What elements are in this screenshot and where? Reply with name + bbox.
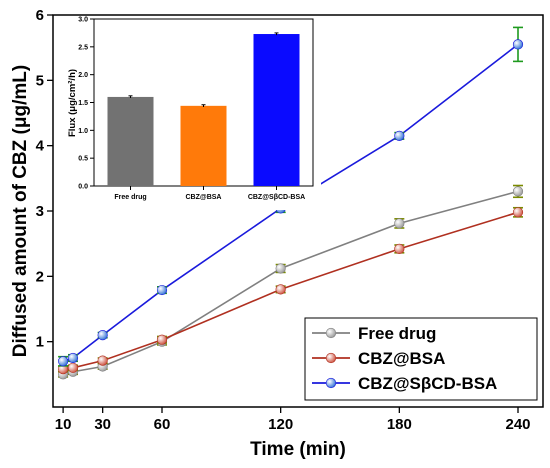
inset-bar	[180, 105, 227, 186]
data-point	[512, 207, 524, 218]
y-tick-label: 4	[36, 138, 45, 155]
y-tick-label: 1	[36, 334, 44, 351]
data-point	[275, 263, 286, 274]
inset-y-tick-label: 3.0	[78, 17, 88, 24]
x-tick-label: 60	[154, 416, 171, 433]
x-axis-label: Time (min)	[250, 439, 346, 460]
inset-y-tick-label: 1.0	[78, 128, 88, 135]
inset-y-axis-label: Flux (μg/cm²/h)	[67, 69, 78, 137]
x-tick-label: 120	[268, 416, 293, 433]
inset-bar	[107, 96, 154, 186]
data-point	[394, 243, 405, 254]
inset-x-tick-label: Free drug	[114, 194, 146, 201]
data-point	[512, 39, 524, 50]
data-point	[156, 284, 168, 296]
data-point	[275, 284, 286, 295]
x-tick-label: 240	[505, 416, 530, 433]
y-tick-label: 2	[36, 268, 44, 285]
legend: Free drug CBZ@BSA CBZ@SβCD-BSA	[312, 324, 497, 393]
inset-bar-group: Free drug CBZ@BSA CBZ@SβCD-BSA	[107, 32, 305, 201]
inset-x-tick-label: CBZ@BSA	[186, 194, 222, 201]
y-axis-label: Diffused amount of CBZ (μg/mL)	[10, 65, 31, 357]
legend-label: CBZ@BSA	[358, 349, 445, 368]
legend-marker	[325, 352, 337, 364]
inset-axis-ticks: 0.0 0.5 1.0 1.5 2.0 2.5 3.0	[78, 17, 94, 191]
data-point	[156, 334, 168, 345]
data-point	[394, 130, 405, 141]
data-point	[58, 356, 69, 367]
legend-marker	[325, 377, 337, 389]
y-tick-label: 5	[36, 72, 44, 89]
inset-y-tick-label: 2.0	[78, 72, 88, 79]
data-point	[97, 330, 108, 341]
legend-box	[304, 317, 538, 401]
inset-y-tick-label: 1.5	[78, 100, 88, 107]
main-axis-ticks: 10 30 60 120 180 240 1 2 3 4 5 6	[36, 7, 531, 433]
inset-y-tick-label: 0.5	[78, 156, 88, 163]
inset-bar	[253, 34, 300, 186]
legend-marker	[325, 327, 337, 339]
data-point	[97, 355, 108, 366]
x-tick-label: 30	[94, 416, 111, 433]
legend-label: Free drug	[358, 324, 436, 343]
data-point	[67, 352, 79, 364]
x-tick-label: 10	[55, 416, 72, 433]
data-point	[394, 218, 405, 229]
data-point	[67, 362, 79, 373]
y-tick-label: 6	[36, 7, 44, 24]
x-tick-label: 180	[387, 416, 412, 433]
legend-label: CBZ@SβCD-BSA	[358, 374, 497, 393]
y-tick-label: 3	[36, 203, 44, 220]
inset-y-tick-label: 2.5	[78, 44, 88, 51]
inset-y-tick-label: 0.0	[78, 184, 88, 191]
data-point	[512, 186, 524, 197]
inset-x-tick-label: CBZ@SβCD-BSA	[248, 194, 305, 201]
